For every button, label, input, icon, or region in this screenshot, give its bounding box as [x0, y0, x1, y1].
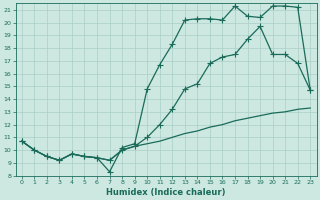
X-axis label: Humidex (Indice chaleur): Humidex (Indice chaleur) — [106, 188, 226, 197]
